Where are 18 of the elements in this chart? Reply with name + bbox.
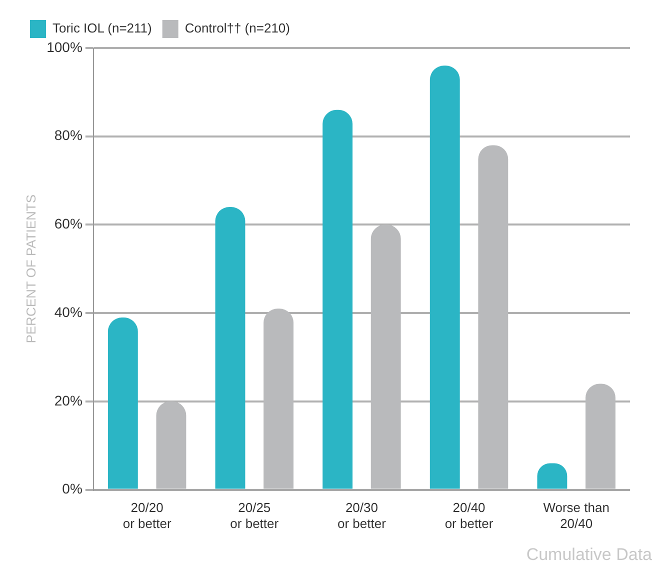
bar: [322, 110, 353, 489]
bar: [430, 66, 460, 489]
x-tick-label: Worse than 20/40: [543, 500, 610, 531]
y-axis-title: PERCENT OF PATIENTS: [23, 194, 38, 344]
x-tick-label: 20/25 or better: [230, 500, 280, 531]
y-tick-label: 20%: [54, 392, 82, 408]
y-tick-label: 100%: [46, 38, 82, 55]
bar: [215, 207, 246, 489]
bar: [108, 318, 138, 489]
x-tick-label: 20/40 or better: [444, 500, 494, 531]
y-tick-label: 60%: [54, 216, 82, 232]
x-tick-label: 20/20 or better: [122, 500, 172, 531]
x-tick-label: 20/30 or better: [337, 500, 387, 531]
legend-label: Toric IOL (n=211): [52, 20, 152, 36]
y-tick-label: 80%: [54, 127, 82, 144]
y-tick-label: 0%: [62, 480, 82, 497]
y-tick-label: 40%: [54, 304, 82, 320]
legend-label: Control†† (n=210): [184, 20, 290, 36]
